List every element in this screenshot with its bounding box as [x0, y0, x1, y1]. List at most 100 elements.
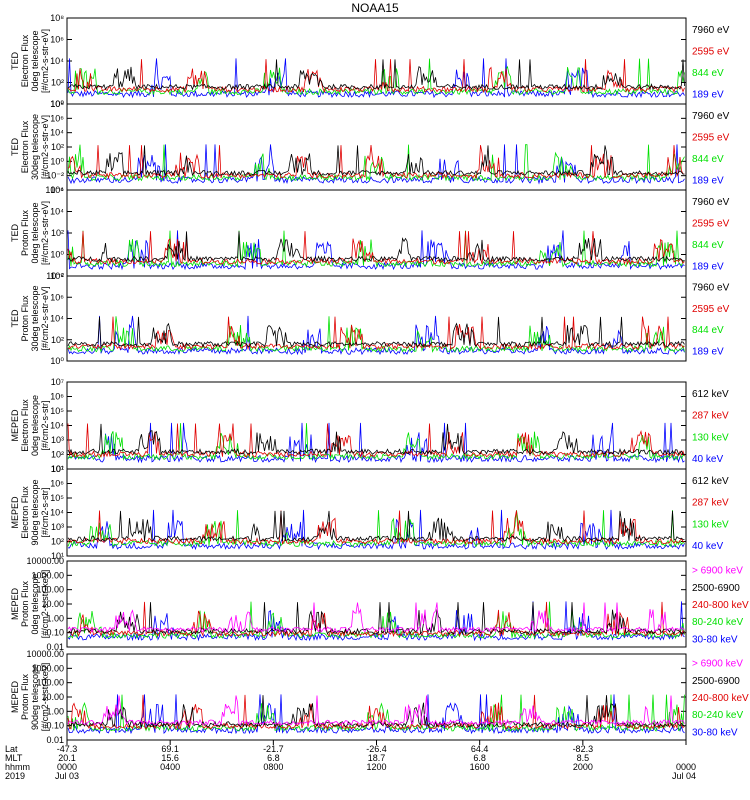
legend-item: 612 keV: [692, 389, 729, 400]
legend-item: 287 keV: [692, 411, 729, 422]
y-tick-label: 10¹: [51, 464, 64, 474]
y-label-line: TED: [10, 137, 20, 156]
x-tick-label: 0000: [676, 762, 696, 772]
y-tick-label: 10¹: [51, 551, 64, 561]
y-tick-label: 10⁵: [50, 493, 64, 503]
y-tick-label: 10⁶: [50, 113, 64, 123]
y-tick-label: 10⁻²: [46, 271, 64, 281]
legend-item: > 6900 keV: [692, 566, 743, 577]
series-trace-4: [67, 59, 685, 91]
y-label-line: 90deg telescope: [30, 479, 40, 545]
y-tick-label: 10⁷: [51, 464, 64, 474]
y-label-line: [#/cm2-s-str-eV]: [40, 115, 50, 179]
y-tick-label: 10³: [51, 522, 64, 532]
y-label-line: MEPED: [10, 496, 20, 529]
panel-frame: [66, 653, 687, 741]
legend-item: 844 eV: [692, 154, 724, 165]
series-trace-1: [67, 144, 685, 185]
y-tick-label: 1.00: [46, 706, 64, 716]
legend-item: 130 keV: [692, 519, 729, 530]
legend-item: > 6900 keV: [692, 659, 743, 670]
y-tick-label: 10⁴: [50, 207, 64, 217]
y-label-line: 0deg telescope: [30, 30, 40, 91]
x-tick-label: 1200: [366, 762, 386, 772]
series-trace-2: [67, 58, 685, 96]
y-tick-label: 10⁶: [50, 392, 64, 402]
y-tick-label: 0.01: [46, 735, 64, 745]
legend-item: 40 keV: [692, 454, 723, 465]
x-tick-label: Jul 03: [55, 771, 79, 781]
x-tick-label: 0000: [57, 762, 77, 772]
y-tick-label: 10⁶: [50, 35, 64, 45]
y-label-line: TED: [10, 309, 20, 328]
y-label-line: [#/cm2-s-str-eV]: [40, 29, 50, 93]
legend-item: 130 keV: [692, 432, 729, 443]
x-tick-label: 6.8: [267, 753, 280, 763]
y-tick-label: 10⁸: [50, 13, 64, 23]
series-trace-1: [67, 422, 685, 464]
panel-8: 0.01 0.10 1.00 10.00 100.00 1000.00 10000.00 ME…: [10, 649, 749, 745]
x-tick-label: 0800: [263, 762, 283, 772]
panel-7: 0.01 0.10 1.00 10.00 100.00 1000.00 10000.00 ME…: [10, 556, 749, 652]
y-label-line: MEPED: [10, 681, 20, 714]
x-tick-label: 1600: [470, 762, 490, 772]
x-tick-label: -47.3: [57, 744, 78, 754]
series-trace-5: [67, 602, 685, 633]
y-label-line: [#/cm2-s-str]: [40, 400, 50, 450]
x-row-label: hhmm: [5, 762, 30, 772]
series-trace-1: [67, 694, 685, 735]
y-label-line: Electron Flux: [20, 34, 30, 87]
y-tick-label: 10⁴: [50, 314, 64, 324]
y-label-line: [#/cm2-s-str-keV]: [40, 570, 50, 639]
y-tick-label: 10⁻⁴: [45, 185, 64, 195]
y-tick-label: 10⁰: [50, 356, 64, 366]
legend-item: 2595 eV: [692, 304, 730, 315]
y-tick-label: 10²: [51, 537, 64, 547]
legend-item: 2595 eV: [692, 218, 730, 229]
x-tick-label: 15.6: [161, 753, 179, 763]
legend-item: 2500-6900: [692, 676, 740, 687]
x-tick-label: -21.7: [263, 744, 284, 754]
y-label-line: 0deg telescope: [30, 573, 40, 634]
y-label-line: Proton Flux: [20, 209, 30, 256]
y-tick-label: 0.01: [46, 642, 64, 652]
series-trace-2: [67, 144, 685, 182]
x-tick-label: -26.4: [366, 744, 387, 754]
y-tick-label: 10⁷: [51, 377, 64, 387]
y-axis-label: MEPED Proton Flux 90deg telescope [#/cm2-s-…: [10, 663, 50, 732]
y-tick-label: 10⁰: [50, 250, 64, 260]
series-trace-5: [67, 695, 685, 726]
legend-item: 189 eV: [692, 89, 724, 100]
y-tick-label: 10.00: [41, 599, 64, 609]
y-tick-label: 10.00: [41, 692, 64, 702]
y-tick-label: 10²: [51, 450, 64, 460]
y-tick-label: 10⁶: [50, 479, 64, 489]
legend-item: 80-240 keV: [692, 617, 743, 628]
legend-item: 189 eV: [692, 346, 724, 357]
y-label-line: [#/cm2-s-str-eV]: [40, 201, 50, 265]
y-label-line: MEPED: [10, 409, 20, 442]
series-trace-2: [67, 316, 685, 353]
legend-item: 2595 eV: [692, 132, 730, 143]
chart-title: NOAA15: [351, 1, 399, 15]
y-tick-label: 1000.00: [31, 570, 64, 580]
legend-item: 2500-6900: [692, 583, 740, 594]
y-label-line: Electron Flux: [20, 486, 30, 539]
y-axis-label: TED Proton Flux 30deg telescope [#/cm2-s-st…: [10, 285, 50, 351]
y-label-line: 30deg telescope: [30, 285, 40, 351]
legend-item: 7960 eV: [692, 25, 730, 36]
y-label-line: Proton Flux: [20, 673, 30, 720]
x-row-label: Lat: [5, 744, 18, 754]
legend-item: 240-800 keV: [692, 693, 749, 704]
series-trace-4: [67, 145, 685, 177]
legend-item: 240-800 keV: [692, 600, 749, 611]
legend-item: 7960 eV: [692, 111, 730, 122]
series-trace-4: [67, 231, 685, 263]
legend-item: 7960 eV: [692, 283, 730, 294]
x-tick-label: 8.5: [577, 753, 590, 763]
legend-item: 7960 eV: [692, 197, 730, 208]
